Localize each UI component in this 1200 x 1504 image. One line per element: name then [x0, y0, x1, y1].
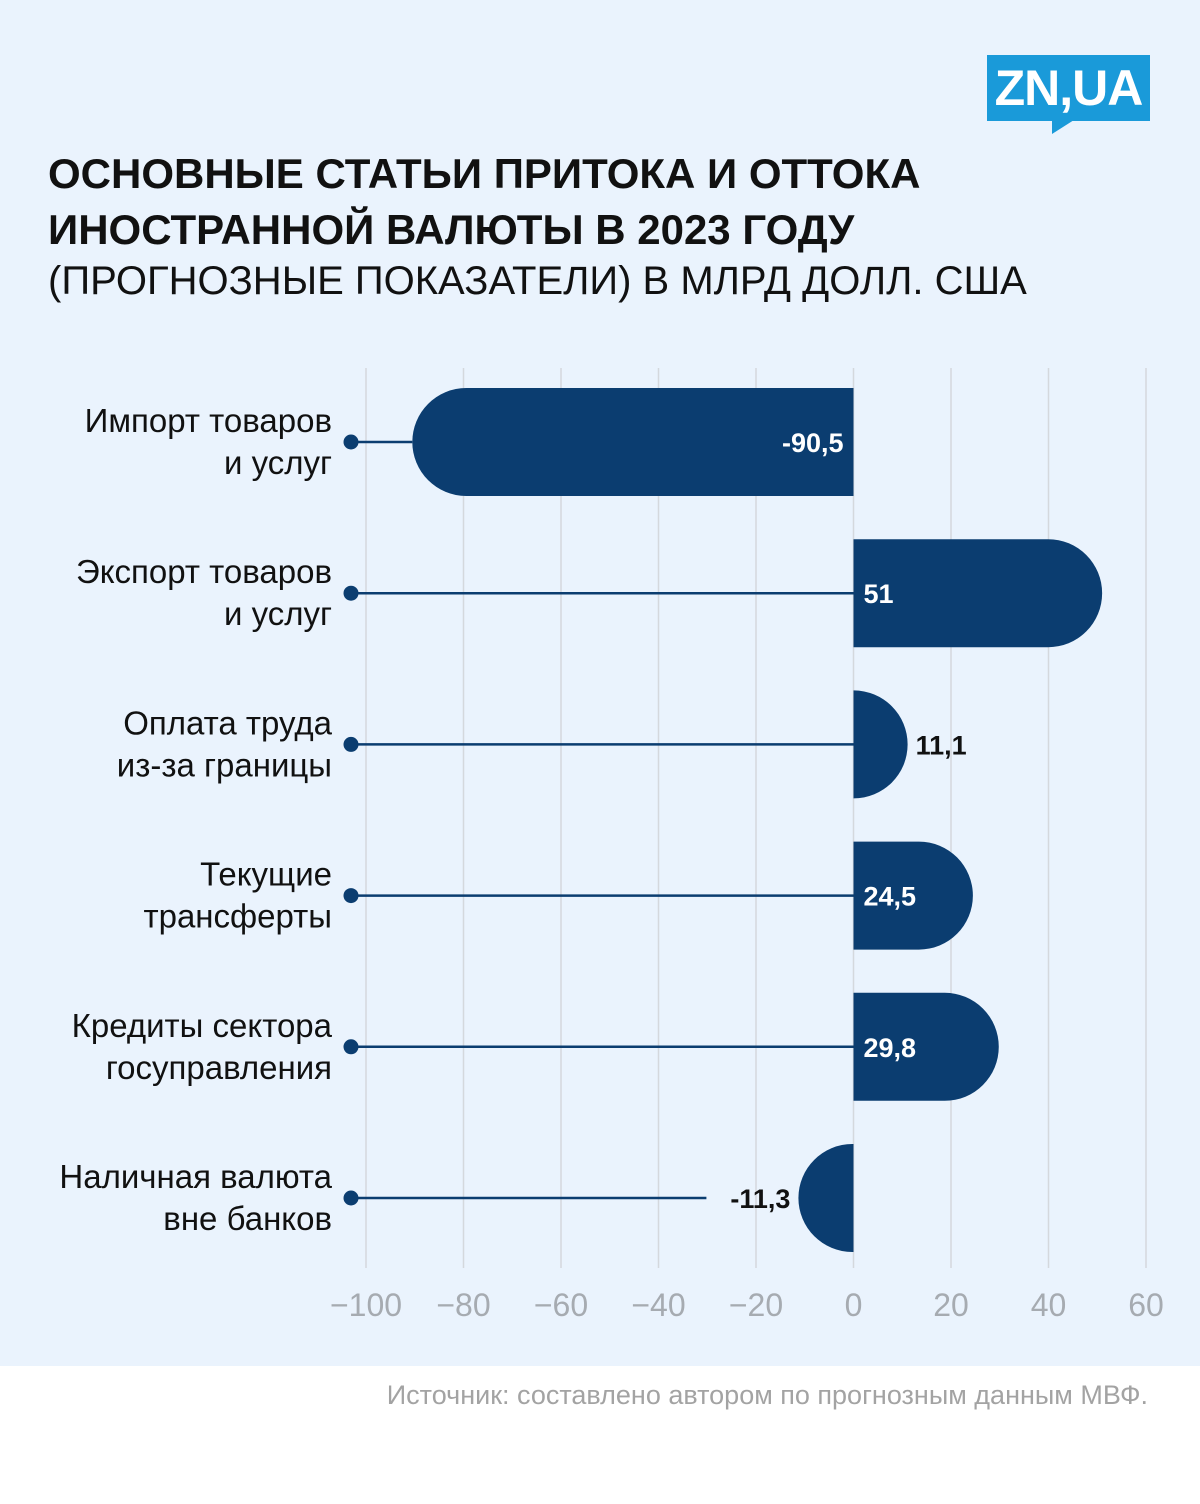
- data-label: -90,5: [782, 428, 844, 458]
- category-label: и услуг: [224, 444, 332, 481]
- category-label: из-за границы: [117, 746, 332, 783]
- row-dot: [343, 1039, 359, 1055]
- data-label: 51: [864, 579, 894, 609]
- category-label: вне банков: [163, 1200, 332, 1237]
- category-label: госуправления: [106, 1049, 332, 1086]
- x-tick-label: −80: [436, 1287, 490, 1323]
- bar: [853, 690, 908, 799]
- chart-card: [0, 0, 1200, 1366]
- source-note: Источник: составлено автором по прогнозн…: [386, 1380, 1148, 1410]
- category-label: Оплата труда: [123, 704, 332, 741]
- logo-speech-tail: [1052, 120, 1074, 134]
- page-subtitle: (ПРОГНОЗНЫЕ ПОКАЗАТЕЛИ) В МЛРД ДОЛЛ. США: [48, 259, 1027, 303]
- x-tick-label: −100: [330, 1287, 402, 1323]
- bar-chart: −100 −80 −60 −40 −20 0 20 40 60 -90,5 Импорт товар…: [59, 368, 1164, 1323]
- bar: [798, 1144, 854, 1252]
- category-label: трансферты: [143, 898, 332, 935]
- row-dot: [343, 434, 359, 450]
- category-label: Импорт товаров: [85, 402, 332, 439]
- row-dot: [343, 736, 359, 752]
- page-title: ОСНОВНЫЕ СТАТЬИ ПРИТОКА И ОТТОКА ИНОСТРА…: [48, 150, 921, 253]
- x-tick-label: 0: [845, 1287, 863, 1323]
- bar: [853, 841, 973, 950]
- row-dot: [343, 1190, 359, 1206]
- category-label: Текущие: [200, 856, 332, 893]
- category-label: Экспорт товаров: [76, 553, 332, 590]
- category-label: Наличная валюта: [59, 1158, 332, 1195]
- row-dot: [343, 888, 359, 904]
- zn-ua-logo: ZN,UA: [987, 55, 1150, 121]
- category-label: и услуг: [224, 595, 332, 632]
- x-tick-label: 20: [933, 1287, 969, 1323]
- x-tick-label: −60: [534, 1287, 588, 1323]
- x-tick-label: −40: [631, 1287, 685, 1323]
- x-tick-label: 40: [1031, 1287, 1067, 1323]
- data-label: 11,1: [916, 730, 967, 760]
- category-label: Кредиты сектора: [72, 1007, 333, 1044]
- bar: [853, 992, 999, 1101]
- x-tick-label: −20: [729, 1287, 783, 1323]
- data-label: 24,5: [864, 882, 917, 912]
- bar: [412, 388, 854, 496]
- data-label: -11,3: [730, 1184, 790, 1214]
- bar: [853, 539, 1103, 648]
- data-label: 29,8: [864, 1033, 917, 1063]
- x-tick-label: 60: [1128, 1287, 1164, 1323]
- row-dot: [343, 585, 359, 601]
